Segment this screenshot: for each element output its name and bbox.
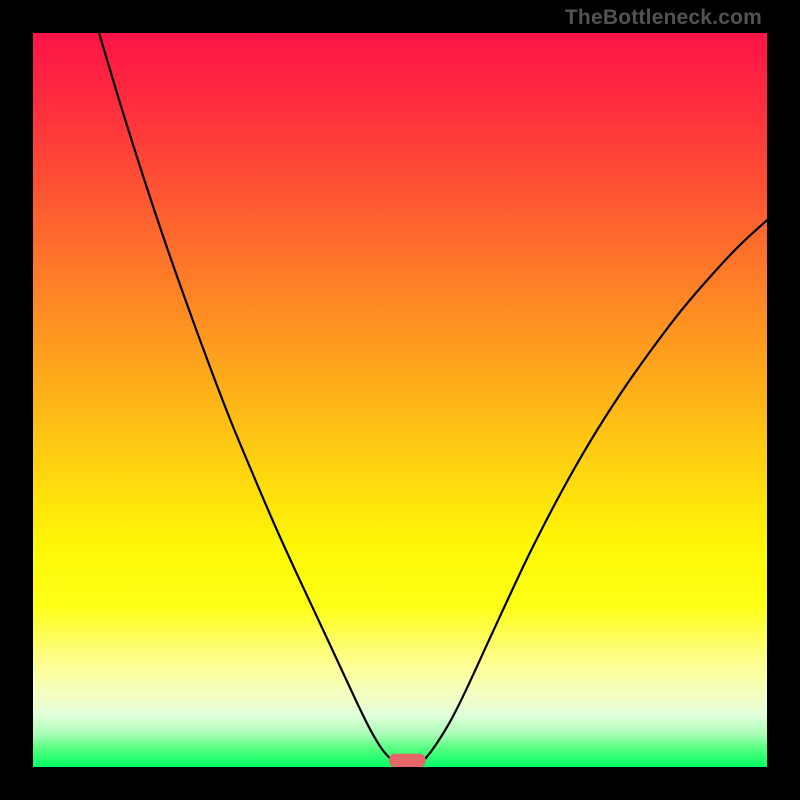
bottom-pill-marker	[389, 754, 426, 767]
plot-area	[33, 33, 767, 767]
gradient-background	[33, 33, 767, 767]
watermark-text: TheBottleneck.com	[565, 6, 762, 30]
chart-svg	[33, 33, 767, 767]
chart-frame: TheBottleneck.com	[0, 0, 800, 800]
